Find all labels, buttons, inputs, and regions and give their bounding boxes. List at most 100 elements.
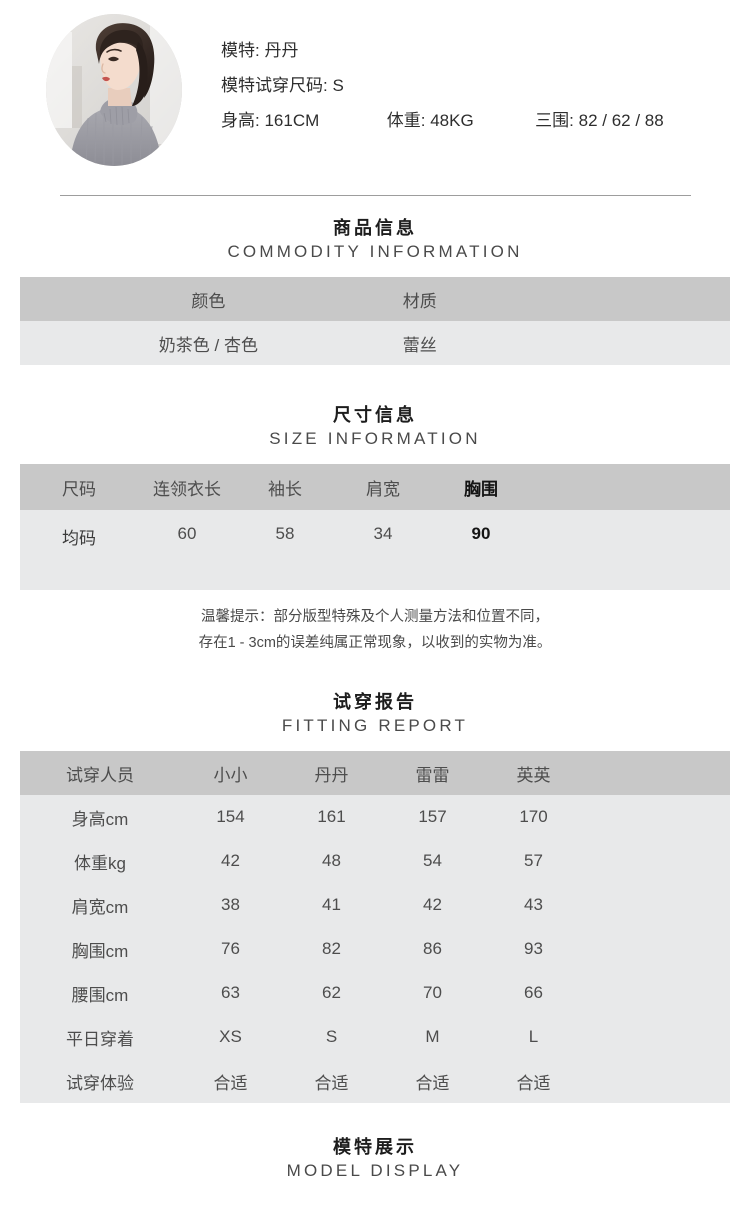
size-table-header-row: 尺码 连领衣长 袖长 肩宽 胸围 <box>20 464 730 510</box>
fitting-cell: 54 <box>423 851 442 870</box>
fitting-cell: 86 <box>423 939 442 958</box>
size-table-row: 均码 60 58 34 90 <box>20 510 730 590</box>
commodity-value-material: 蕾丝 <box>402 335 437 355</box>
model-display-section-title: 模特展示 MODEL DISPLAY <box>0 1135 750 1183</box>
commodity-table: 颜色 材质 奶茶色 / 杏色 蕾丝 <box>20 277 730 365</box>
model-height-label: 身高: <box>221 111 260 130</box>
fitting-header-p2: 丹丹 <box>314 765 349 785</box>
fitting-cell: 57 <box>524 851 543 870</box>
section-divider <box>60 195 691 196</box>
model-size-value: S <box>332 76 344 95</box>
fitting-cell: 63 <box>221 983 240 1002</box>
fitting-cell: 合适 <box>314 1073 349 1093</box>
model-info: 模特: 丹丹 模特试穿尺码: S 身高: 161CM 体重: 48KG 三围: … <box>221 33 721 138</box>
fitting-cell: M <box>425 1027 440 1046</box>
model-measurements-value: 82 / 62 / 88 <box>578 111 664 130</box>
size-title-en: SIZE INFORMATION <box>269 429 481 448</box>
fitting-title-en: FITTING REPORT <box>281 716 469 735</box>
fitting-row-label: 平日穿着 <box>66 1029 134 1049</box>
fitting-cell: 170 <box>519 807 548 826</box>
fitting-cell: 82 <box>322 939 341 958</box>
fitting-title-cn: 试穿报告 <box>333 692 417 712</box>
fitting-section-title: 试穿报告 FITTING REPORT <box>0 690 750 738</box>
size-title-cn: 尺寸信息 <box>333 405 417 425</box>
size-value-shoulder: 34 <box>373 524 393 543</box>
model-name-value: 丹丹 <box>264 41 299 60</box>
commodity-table-header-row: 颜色 材质 <box>20 277 730 321</box>
fitting-cell: 48 <box>322 851 341 870</box>
fitting-cell: 合适 <box>415 1073 450 1093</box>
fitting-cell: 42 <box>423 895 442 914</box>
commodity-title-en: COMMODITY INFORMATION <box>227 242 523 261</box>
fitting-header-p3: 雷雷 <box>415 765 450 785</box>
model-size-label: 模特试穿尺码: <box>221 76 328 95</box>
size-section-title: 尺寸信息 SIZE INFORMATION <box>0 403 750 451</box>
fitting-cell: 93 <box>524 939 543 958</box>
size-value-bust: 90 <box>471 524 491 543</box>
fitting-header-p4: 英英 <box>516 765 551 785</box>
table-row: 腰围cm 63 62 70 66 <box>20 971 730 1015</box>
model-stats-line: 身高: 161CM 体重: 48KG 三围: 82 / 62 / 88 <box>221 103 721 138</box>
commodity-value-color: 奶茶色 / 杏色 <box>158 335 258 355</box>
model-measurements-label: 三围: <box>535 111 574 130</box>
model-size-line: 模特试穿尺码: S <box>221 68 721 103</box>
fitting-row-label: 试穿体验 <box>66 1073 134 1093</box>
size-value-sleeve: 58 <box>275 524 295 543</box>
fitting-header-person: 试穿人员 <box>66 765 134 785</box>
size-header-size: 尺码 <box>62 479 96 499</box>
size-note-line1: 温馨提示：部分版型特殊及个人测量方法和位置不同， <box>201 609 549 625</box>
model-height-value: 161CM <box>264 111 320 130</box>
fitting-cell: S <box>325 1027 338 1046</box>
commodity-title-cn: 商品信息 <box>333 218 417 238</box>
table-row: 胸围cm 76 82 86 93 <box>20 927 730 971</box>
commodity-section-title: 商品信息 COMMODITY INFORMATION <box>0 216 750 264</box>
size-table: 尺码 连领衣长 袖长 肩宽 胸围 均码 60 58 34 90 <box>20 464 730 590</box>
fitting-cell: 合适 <box>516 1073 551 1093</box>
table-row: 肩宽cm 38 41 42 43 <box>20 883 730 927</box>
model-weight-label: 体重: <box>386 111 426 130</box>
commodity-header-color: 颜色 <box>191 291 226 311</box>
fitting-cell: 70 <box>423 983 442 1002</box>
size-note: 温馨提示：部分版型特殊及个人测量方法和位置不同， 存在1 - 3cm的误差纯属正… <box>0 604 750 656</box>
fitting-table: 试穿人员 小小 丹丹 雷雷 英英 身高cm 154 161 157 170 体重… <box>20 751 730 1103</box>
fitting-cell: 157 <box>418 807 447 826</box>
size-value-length: 60 <box>177 524 197 543</box>
fitting-cell: 合适 <box>213 1073 248 1093</box>
model-portrait-illustration <box>46 14 182 166</box>
fitting-cell: 43 <box>524 895 543 914</box>
size-header-length: 连领衣长 <box>153 479 221 499</box>
fitting-row-label: 腰围cm <box>71 985 129 1005</box>
size-value-size: 均码 <box>62 529 96 548</box>
fitting-cell: 42 <box>221 851 240 870</box>
size-header-shoulder: 肩宽 <box>366 479 400 499</box>
model-photo <box>46 14 182 166</box>
size-header-sleeve: 袖长 <box>268 479 302 499</box>
model-name-label: 模特: <box>221 41 260 60</box>
fitting-table-header-row: 试穿人员 小小 丹丹 雷雷 英英 <box>20 751 730 795</box>
size-note-line2: 存在1 - 3cm的误差纯属正常现象，以收到的实物为准。 <box>198 635 552 651</box>
model-display-title-cn: 模特展示 <box>333 1137 417 1157</box>
commodity-header-material: 材质 <box>402 291 437 311</box>
table-row: 体重kg 42 48 54 57 <box>20 839 730 883</box>
fitting-cell: L <box>528 1027 539 1046</box>
commodity-table-row: 奶茶色 / 杏色 蕾丝 <box>20 321 730 365</box>
fitting-cell: 66 <box>524 983 543 1002</box>
fitting-cell: 41 <box>322 895 341 914</box>
fitting-header-p1: 小小 <box>213 765 248 785</box>
model-name-line: 模特: 丹丹 <box>221 33 721 68</box>
fitting-cell: 38 <box>221 895 240 914</box>
fitting-cell: XS <box>219 1027 242 1046</box>
fitting-row-label: 体重kg <box>74 853 126 873</box>
fitting-row-label: 肩宽cm <box>71 897 129 917</box>
fitting-cell: 154 <box>216 807 245 826</box>
fitting-row-label: 身高cm <box>71 809 129 829</box>
model-weight-value: 48KG <box>430 111 474 130</box>
fitting-cell: 161 <box>317 807 346 826</box>
size-header-bust: 胸围 <box>464 479 498 499</box>
fitting-row-label: 胸围cm <box>71 941 129 961</box>
fitting-cell: 62 <box>322 983 341 1002</box>
fitting-cell: 76 <box>221 939 240 958</box>
table-row: 身高cm 154 161 157 170 <box>20 795 730 839</box>
table-row: 试穿体验 合适 合适 合适 合适 <box>20 1059 730 1103</box>
model-header: 模特: 丹丹 模特试穿尺码: S 身高: 161CM 体重: 48KG 三围: … <box>0 0 750 178</box>
